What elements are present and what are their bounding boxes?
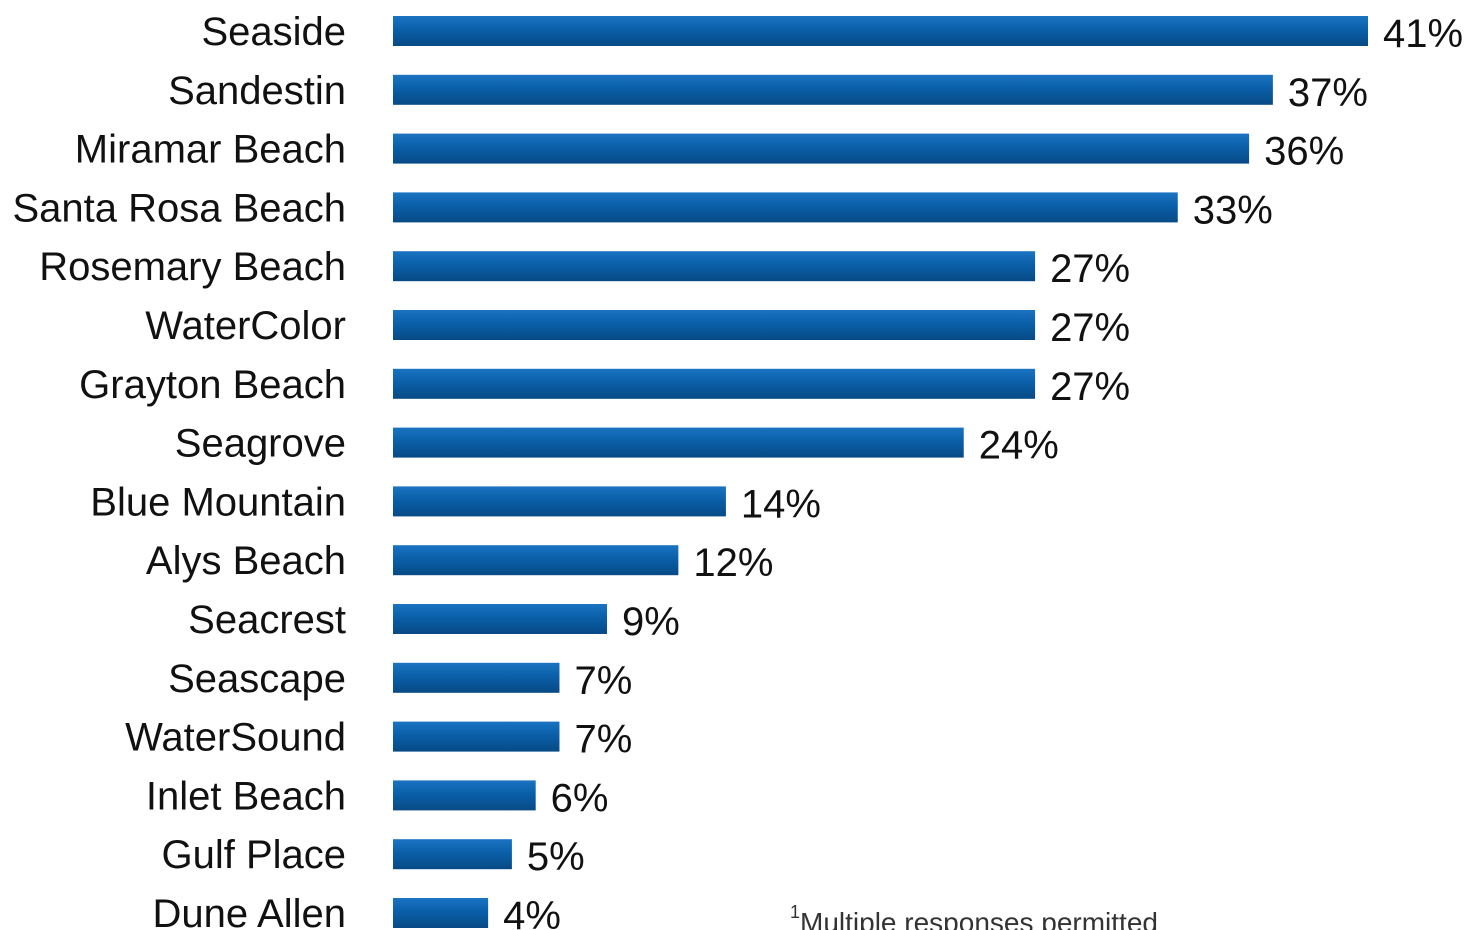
bar — [393, 368, 1036, 399]
bar — [393, 74, 1273, 105]
bar — [393, 898, 489, 928]
category-label: Inlet Beach — [146, 774, 346, 818]
value-label: 12% — [693, 541, 773, 585]
category-label: WaterColor — [145, 304, 346, 348]
value-label: 4% — [503, 894, 561, 930]
value-label: 27% — [1050, 365, 1130, 409]
bar — [393, 192, 1178, 223]
bar — [393, 839, 512, 870]
value-label: 7% — [574, 718, 632, 762]
category-label: WaterSound — [125, 716, 346, 760]
bar — [393, 16, 1368, 46]
category-label: Seascape — [168, 657, 346, 701]
bars — [393, 16, 1368, 928]
footnote-marker: 1 — [790, 902, 800, 922]
category-label: Gulf Place — [161, 833, 346, 877]
bar — [393, 427, 964, 458]
value-label: 33% — [1193, 188, 1273, 232]
value-label: 9% — [622, 600, 680, 644]
category-label: Miramar Beach — [75, 128, 346, 172]
category-label: Alys Beach — [146, 539, 346, 583]
footnote: 1Multiple responses permitted — [790, 902, 1158, 930]
category-label: Sandestin — [168, 69, 346, 113]
value-label: 14% — [741, 482, 821, 526]
value-label: 27% — [1050, 306, 1130, 350]
category-label: Blue Mountain — [90, 480, 346, 524]
value-label: 36% — [1264, 130, 1344, 174]
category-label: Dune Allen — [153, 892, 346, 930]
value-labels: 41%37%36%33%27%27%27%24%14%12%9%7%7%6%5%… — [503, 12, 1463, 930]
value-label: 7% — [574, 659, 632, 703]
bar — [393, 604, 608, 634]
value-label: 27% — [1050, 247, 1130, 291]
bar — [393, 251, 1036, 282]
value-label: 37% — [1288, 71, 1368, 115]
footnote-text: Multiple responses permitted — [800, 907, 1158, 930]
value-label: 24% — [979, 424, 1059, 468]
bar — [393, 310, 1036, 340]
category-label: Seagrove — [175, 422, 346, 466]
bar — [393, 721, 560, 752]
category-label: Grayton Beach — [79, 363, 346, 407]
bar — [393, 780, 536, 811]
category-label: Rosemary Beach — [39, 245, 346, 289]
value-label: 5% — [527, 835, 585, 879]
category-label: Santa Rosa Beach — [12, 186, 346, 230]
bar — [393, 662, 560, 693]
bar — [393, 133, 1250, 164]
value-label: 41% — [1383, 12, 1463, 56]
bar — [393, 545, 679, 576]
bar — [393, 486, 726, 517]
category-label: Seacrest — [188, 598, 346, 642]
category-label: Seaside — [201, 10, 346, 54]
category-labels: Seaside Sandestin Miramar Beach Santa Rosa … — [12, 10, 346, 930]
value-label: 6% — [551, 776, 609, 820]
